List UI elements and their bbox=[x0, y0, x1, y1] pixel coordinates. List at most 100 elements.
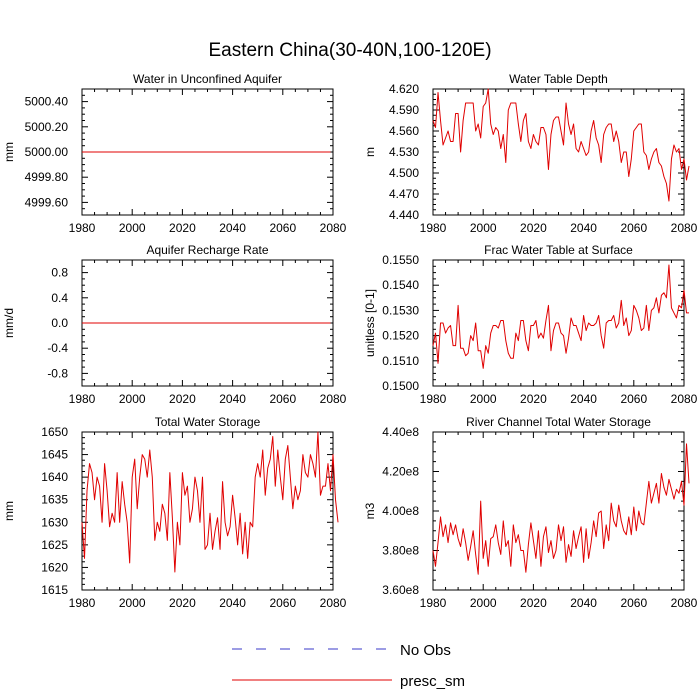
y-axis-label: mm bbox=[2, 501, 16, 521]
panel-title: Water in Unconfined Aquifer bbox=[133, 72, 282, 86]
y-tick-label: 1645 bbox=[41, 448, 68, 462]
x-tick-label: 2000 bbox=[119, 596, 146, 610]
series-line-presc-sm bbox=[432, 264, 690, 369]
y-tick-label: 4.470 bbox=[389, 187, 419, 201]
y-tick-label: 4999.80 bbox=[25, 170, 69, 184]
x-tick-label: 1980 bbox=[420, 392, 447, 406]
y-tick-label: -0.8 bbox=[47, 366, 68, 380]
series-line-presc-sm bbox=[432, 88, 690, 202]
x-tick-label: 2080 bbox=[320, 392, 347, 406]
x-tick-label: 2020 bbox=[520, 596, 547, 610]
y-tick-label: 5000.20 bbox=[25, 120, 69, 134]
y-tick-label: 4.620 bbox=[389, 82, 419, 96]
chart-panel-4: Frac Water Table at Surface 1980 2000 2020 2… bbox=[363, 243, 698, 406]
y-tick-label: 0.1510 bbox=[382, 354, 419, 368]
x-tick-label: 2000 bbox=[470, 392, 497, 406]
y-tick-label: 0.8 bbox=[51, 266, 68, 280]
x-tick-label: 2080 bbox=[320, 596, 347, 610]
x-tick-label: 2000 bbox=[119, 221, 146, 235]
y-axis-label: mm/d bbox=[2, 308, 16, 338]
x-tick-label: 1980 bbox=[420, 221, 447, 235]
chart-panel-5: Total Water Storage 1980 2000 2020 2040 2060 2… bbox=[2, 415, 347, 610]
x-tick-label: 2000 bbox=[470, 221, 497, 235]
y-tick-label: 4999.60 bbox=[25, 195, 69, 209]
panel-title: Frac Water Table at Surface bbox=[484, 243, 633, 257]
y-tick-label: 0.4 bbox=[51, 291, 68, 305]
y-tick-label: 1630 bbox=[41, 515, 68, 529]
x-tick-label: 2080 bbox=[320, 221, 347, 235]
x-tick-label: 2040 bbox=[219, 221, 246, 235]
x-tick-label: 2060 bbox=[620, 221, 647, 235]
x-tick-label: 2000 bbox=[470, 596, 497, 610]
y-tick-label: 4.560 bbox=[389, 124, 419, 138]
x-tick-label: 1980 bbox=[69, 596, 96, 610]
chart-panel-3: Aquifer Recharge Rate 1980 2000 2020 2040 206… bbox=[2, 243, 347, 406]
y-tick-label: 0.1540 bbox=[382, 278, 419, 292]
x-tick-label: 2040 bbox=[570, 221, 597, 235]
x-tick-label: 2040 bbox=[219, 596, 246, 610]
x-tick-label: 2020 bbox=[169, 596, 196, 610]
y-tick-label: 0.1520 bbox=[382, 329, 419, 343]
x-tick-label: 2040 bbox=[219, 392, 246, 406]
x-tick-label: 2060 bbox=[620, 392, 647, 406]
plot-frame bbox=[81, 431, 334, 591]
y-tick-label: 1615 bbox=[41, 583, 68, 597]
figure-title: Eastern China(30-40N,100-120E) bbox=[208, 40, 491, 61]
x-tick-label: 2060 bbox=[269, 221, 296, 235]
y-axis-label: mm bbox=[2, 142, 16, 162]
y-tick-label: 1640 bbox=[41, 470, 68, 484]
y-axis-label: m bbox=[363, 147, 377, 157]
y-tick-label: 0.0 bbox=[51, 316, 68, 330]
x-tick-label: 2080 bbox=[671, 392, 698, 406]
x-tick-label: 1980 bbox=[69, 221, 96, 235]
panel-title: Water Table Depth bbox=[509, 72, 608, 86]
panel-title: Total Water Storage bbox=[155, 415, 261, 429]
x-tick-label: 2020 bbox=[169, 392, 196, 406]
x-tick-label: 2080 bbox=[671, 596, 698, 610]
chart-panel-6: River Channel Total Water Storage 1980 200… bbox=[363, 415, 698, 610]
plot-frame bbox=[432, 431, 685, 591]
x-tick-label: 2020 bbox=[520, 392, 547, 406]
x-tick-label: 2060 bbox=[620, 596, 647, 610]
legend-label-no-obs: No Obs bbox=[400, 642, 451, 659]
chart-panel-2: Water Table Depth 1980 2000 2020 2040 2060 208… bbox=[363, 72, 698, 235]
panels-container: Water in Unconfined Aquifer 1980 2000 2020 2… bbox=[2, 72, 698, 610]
legend: No Obs presc_sm bbox=[232, 642, 465, 690]
y-tick-label: 4.530 bbox=[389, 145, 419, 159]
y-tick-label: 4.500 bbox=[389, 166, 419, 180]
x-tick-label: 2060 bbox=[269, 392, 296, 406]
panel-title: River Channel Total Water Storage bbox=[466, 415, 651, 429]
x-tick-label: 2020 bbox=[520, 221, 547, 235]
x-tick-label: 1980 bbox=[69, 392, 96, 406]
plot-frame bbox=[432, 88, 685, 216]
y-tick-label: 4.440 bbox=[389, 208, 419, 222]
series-line-presc-sm bbox=[432, 443, 690, 575]
x-tick-label: 2080 bbox=[671, 221, 698, 235]
y-axis-label: unitless [0-1] bbox=[363, 289, 377, 357]
y-tick-label: 3.80e8 bbox=[382, 544, 419, 558]
y-tick-label: 4.590 bbox=[389, 103, 419, 117]
panel-title: Aquifer Recharge Rate bbox=[146, 243, 268, 257]
y-axis-label: m3 bbox=[363, 502, 377, 519]
chart-panel-1: Water in Unconfined Aquifer 1980 2000 2020 2… bbox=[2, 72, 347, 235]
y-tick-label: 1620 bbox=[41, 560, 68, 574]
legend-label-presc-sm: presc_sm bbox=[400, 673, 465, 690]
y-tick-label: 0.1500 bbox=[382, 379, 419, 393]
x-tick-label: 2040 bbox=[570, 596, 597, 610]
x-tick-label: 2040 bbox=[570, 392, 597, 406]
y-tick-label: 5000.40 bbox=[25, 95, 69, 109]
x-tick-label: 2020 bbox=[169, 221, 196, 235]
x-tick-label: 2060 bbox=[269, 596, 296, 610]
y-tick-label: 4.00e8 bbox=[382, 504, 419, 518]
x-tick-label: 1980 bbox=[420, 596, 447, 610]
y-tick-label: 5000.00 bbox=[25, 145, 69, 159]
y-tick-label: 0.1530 bbox=[382, 303, 419, 317]
y-tick-label: 4.20e8 bbox=[382, 465, 419, 479]
series-line-presc-sm bbox=[81, 431, 339, 573]
y-tick-label: 1635 bbox=[41, 493, 68, 507]
y-tick-label: -0.4 bbox=[47, 341, 68, 355]
x-tick-label: 2000 bbox=[119, 392, 146, 406]
y-tick-label: 1650 bbox=[41, 425, 68, 439]
y-tick-label: 0.1550 bbox=[382, 253, 419, 267]
